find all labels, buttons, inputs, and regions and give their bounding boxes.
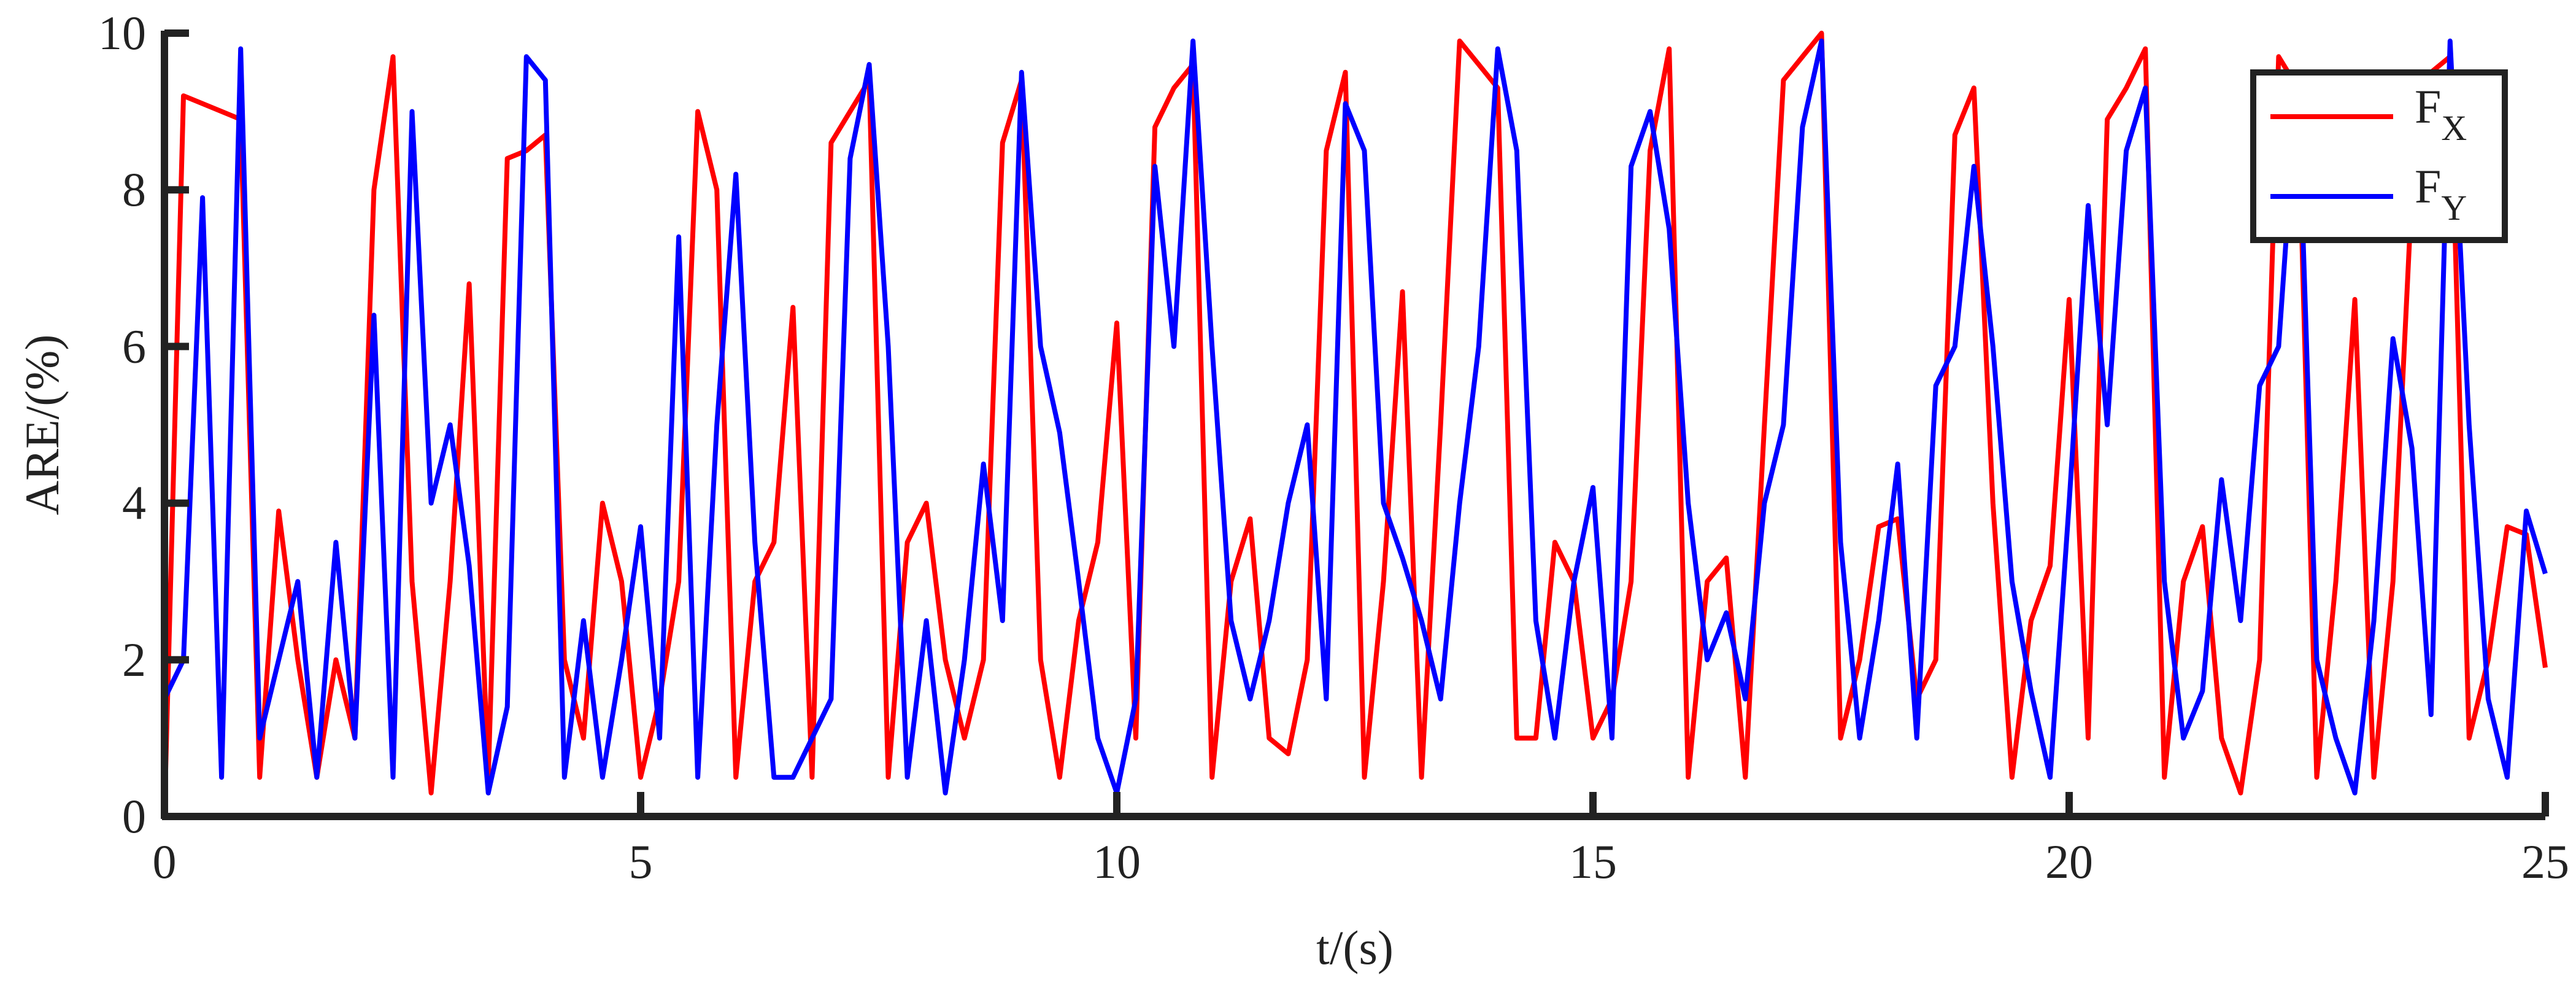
- y-tick-label: 0: [122, 789, 146, 843]
- x-tick-label: 10: [1093, 835, 1141, 888]
- y-tick-label: 2: [122, 633, 146, 686]
- y-tick-label: 8: [122, 163, 146, 216]
- x-tick-label: 0: [153, 835, 177, 888]
- x-tick-label: 25: [2521, 835, 2569, 888]
- y-tick-label: 6: [122, 319, 146, 373]
- legend-box: [2250, 69, 2508, 243]
- y-axis-label: ARE/(%): [15, 335, 69, 516]
- y-tick-label: 4: [122, 476, 146, 530]
- x-tick-label: 15: [1569, 835, 1617, 888]
- x-tick-label: 5: [629, 835, 653, 888]
- data-line: [162, 38, 2548, 796]
- x-axis-label: t/(s): [1316, 921, 1394, 974]
- x-tick-label: 20: [2045, 835, 2093, 888]
- y-tick-label: 10: [98, 6, 146, 60]
